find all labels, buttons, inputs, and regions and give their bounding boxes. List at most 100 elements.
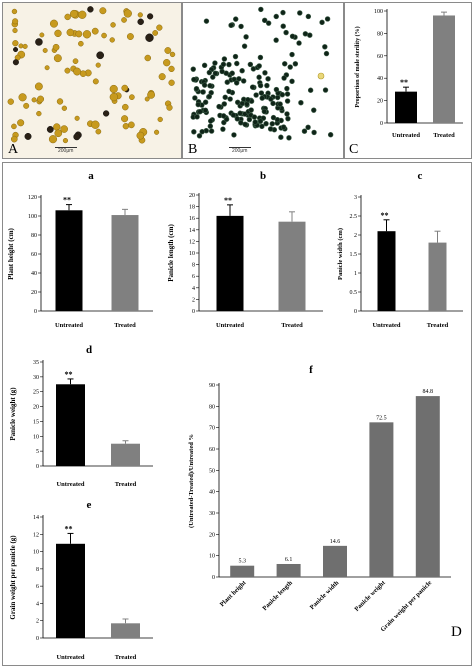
pollen-grain (152, 30, 159, 36)
chart-a-ytick-label: 80 (31, 233, 37, 239)
chart-b-ytick-label: 0 (192, 309, 195, 315)
pollen-grain (220, 113, 227, 119)
pollen-grain (91, 27, 99, 35)
pollen-grain (11, 123, 17, 130)
panel-label-c: C (349, 142, 359, 157)
chart-e-category-label: Treated (115, 654, 137, 661)
chart-d-ytick-label: 10 (33, 434, 39, 440)
pollen-grain (144, 96, 150, 102)
pollen-grain (252, 119, 258, 125)
pollen-grain (222, 94, 228, 100)
pollen-grain (145, 33, 154, 42)
chart-panicle-length: b 0 2 4 6 8 10 12 14 16 18 20 Panicle length (cm) ** U… (167, 170, 323, 329)
pollen-grain (123, 9, 132, 18)
pollen-grain (49, 19, 58, 28)
pollen-grain (23, 102, 30, 109)
chart-b-ytick-label: 4 (192, 286, 195, 292)
pollen-grain (203, 18, 210, 24)
pollen-grain (247, 61, 254, 68)
chart-b-ytick-label: 14 (189, 228, 195, 234)
pollen-grain (261, 108, 268, 115)
pollen-grain (87, 6, 94, 13)
chart-f-ytick-label: 30 (209, 511, 215, 517)
pollen-micrograph-b (190, 6, 334, 141)
chart-c-ytick-label: 1 (354, 271, 357, 277)
pollen-grain (265, 76, 271, 82)
chart-e-ytick-label: 4 (36, 601, 39, 607)
chart-f-ytick-label: 50 (209, 468, 215, 474)
chart-b-ytick-label: 16 (189, 216, 195, 222)
chart-C-ytick-label: 40 (377, 76, 383, 82)
pollen-grain (95, 128, 102, 135)
pollen-grain (259, 95, 265, 101)
chart-relative-decrease: f 0 10 20 30 40 50 60 70 80 90 (Untreated-Treated)/… (188, 364, 451, 633)
chart-a-bar (55, 210, 83, 311)
chart-c-ytick-label: 2.5 (350, 214, 358, 220)
pollen-grain (62, 137, 69, 144)
chart-e-ytick-label: 10 (33, 550, 39, 556)
scale-bar-b (229, 147, 251, 148)
pollen-grain (242, 121, 248, 128)
pollen-grain (46, 126, 54, 133)
pollen-grain (240, 78, 247, 84)
chart-a-title: a (88, 170, 94, 182)
pollen-grain (18, 93, 27, 102)
pollen-grain (206, 69, 213, 76)
pollen-grain (270, 100, 276, 107)
pollen-grain (109, 92, 119, 102)
chart-d-ytick-label: 35 (33, 360, 39, 366)
chart-d-ylabel: Panicle weight (g) (9, 387, 17, 441)
chart-f-ytick-label: 20 (209, 532, 215, 538)
chart-f-ytick-label: 90 (209, 383, 215, 389)
pollen-grain (210, 74, 216, 80)
pollen-grain (199, 128, 205, 135)
pollen-grain (154, 129, 160, 135)
chart-a-bar (111, 215, 139, 311)
pollen-grain (239, 68, 245, 74)
chart-b-bar (278, 221, 306, 311)
chart-b-ytick-label: 12 (189, 239, 195, 245)
pollen-grain (191, 129, 197, 135)
pollen-grain (168, 65, 175, 73)
pollen-grain (269, 121, 275, 127)
pollen-grain (102, 110, 110, 117)
chart-C-ytick-label: 20 (377, 99, 383, 105)
panel-label-a: A (8, 142, 19, 157)
pollen-grain (109, 37, 115, 43)
pollen-grain (226, 61, 232, 68)
pollen-grain (158, 73, 166, 81)
pollen-grain (74, 115, 80, 121)
chart-a-ytick-label: 100 (28, 214, 37, 220)
pollen-grain (231, 132, 237, 138)
pollen-grain (234, 60, 240, 67)
pollen-grain (234, 116, 241, 122)
pollen-grain (284, 98, 291, 104)
pollen-grain (73, 133, 81, 141)
pollen-grain (273, 37, 279, 43)
pollen-grain (169, 51, 176, 58)
pollen-grain (11, 8, 18, 15)
chart-e-ytick-label: 14 (33, 515, 39, 521)
chart-b-title: b (260, 170, 266, 182)
pollen-grain (287, 64, 293, 70)
chart-d-ytick-label: 25 (33, 390, 39, 396)
chart-f-ytick-label: 80 (209, 404, 215, 410)
pollen-grain (44, 65, 50, 71)
pollen-grain (220, 126, 226, 132)
pollen-grain (64, 13, 71, 21)
chart-f-data-label: 14.6 (330, 539, 341, 545)
pollen-grain (322, 44, 328, 50)
pollen-grain (273, 86, 280, 93)
pollen-grain (147, 90, 156, 99)
panel-label-b: B (188, 142, 198, 157)
chart-c-ytick-label: 3 (354, 195, 357, 201)
pollen-grain (241, 43, 248, 49)
pollen-grain (277, 101, 283, 107)
pollen-grain (60, 125, 68, 133)
pollen-grain (195, 101, 201, 108)
pollen-grain (230, 112, 237, 118)
pollen-grain (283, 29, 289, 36)
pollen-grain (221, 101, 227, 107)
pollen-grain (197, 109, 203, 115)
panel-label-d-figure: D (451, 624, 462, 640)
